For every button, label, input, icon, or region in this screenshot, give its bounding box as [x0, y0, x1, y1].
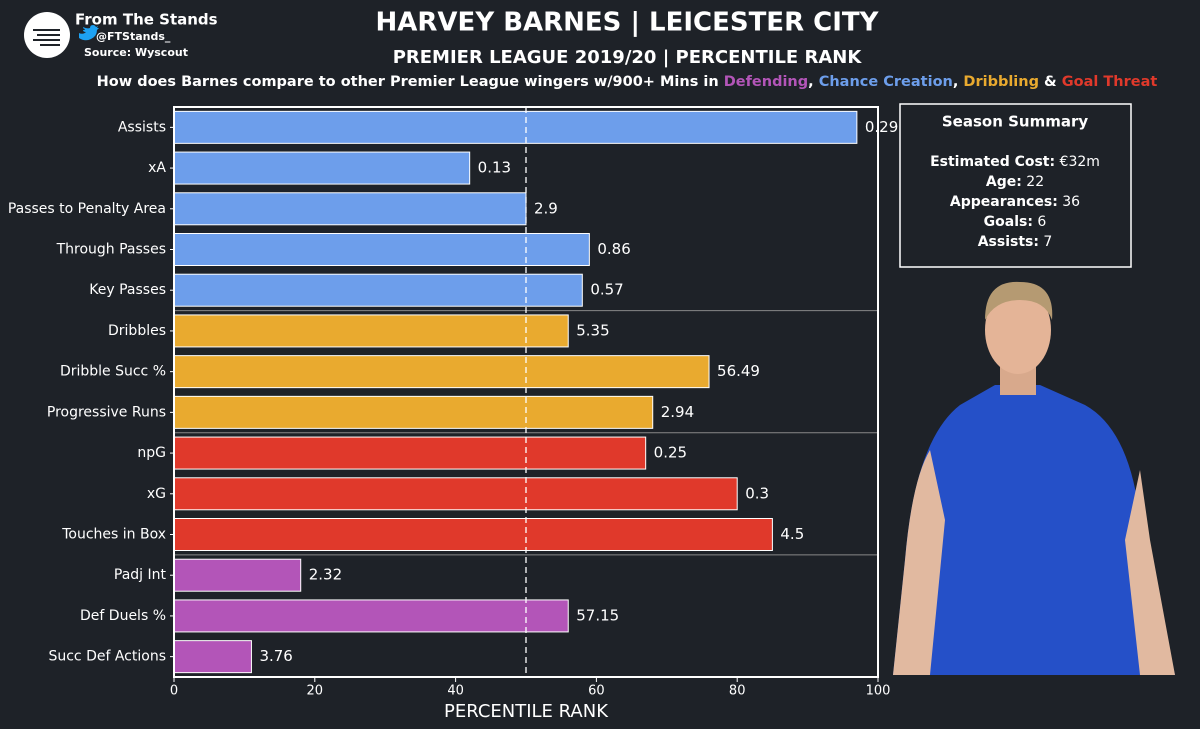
- summary-value: 6: [1033, 214, 1046, 230]
- bar: [173, 314, 569, 348]
- bar-chart: 0 20 40 60 80 100 PERCENTILE RANK Assists 0.29 xA…: [8, 106, 898, 722]
- summary-box: [899, 103, 1132, 268]
- data-label: 4.5: [780, 525, 804, 543]
- data-label: 0.57: [590, 281, 623, 299]
- chart-title: HARVEY BARNES | LEICESTER CITY: [376, 8, 880, 38]
- y-tick-label: Assists: [118, 119, 166, 135]
- summary-title: Season Summary: [942, 113, 1088, 131]
- summary-value: 7: [1039, 234, 1052, 250]
- summary-item: Age: 22: [986, 174, 1044, 190]
- legend-line: How does Barnes compare to other Premier…: [97, 74, 1158, 90]
- bar: [173, 151, 471, 185]
- bar: [173, 518, 773, 551]
- summary-value: €32m: [1055, 154, 1100, 170]
- summary-label: Age:: [986, 174, 1022, 190]
- logo: [24, 12, 70, 58]
- data-label: 0.25: [654, 444, 687, 462]
- data-label: 2.9: [534, 199, 558, 217]
- data-label: 0.29: [865, 118, 898, 136]
- summary-label: Estimated Cost:: [930, 154, 1055, 170]
- summary-label: Appearances:: [950, 194, 1058, 210]
- bar: [173, 273, 583, 307]
- x-tick-label: 80: [729, 684, 746, 699]
- y-tick-label: Padj Int: [114, 567, 167, 583]
- x-tick-label: 100: [866, 684, 891, 699]
- plot-frame: [173, 106, 879, 678]
- data-label: 2.94: [661, 403, 694, 421]
- x-tick-label: 60: [588, 684, 605, 699]
- legend-part: Defending: [724, 74, 808, 90]
- x-axis-label: PERCENTILE RANK: [444, 701, 609, 722]
- y-tick-label: Key Passes: [89, 282, 166, 298]
- legend-part: How does Barnes compare to other Premier…: [97, 74, 724, 90]
- data-label: 5.35: [576, 321, 609, 339]
- bar: [173, 233, 590, 266]
- y-tick-label: Dribble Succ %: [60, 364, 166, 380]
- brand: From The Stands: [75, 11, 218, 29]
- data-label: 56.49: [717, 362, 760, 380]
- source: Source: Wyscout: [84, 46, 188, 59]
- summary-items: Estimated Cost: €32m Age: 22 Appearances: …: [930, 154, 1100, 250]
- summary-item: Appearances: 36: [950, 194, 1080, 210]
- y-tick-label: xA: [148, 160, 166, 176]
- bar: [173, 395, 654, 429]
- x-tick-label: 20: [307, 684, 324, 699]
- handle: @FTStands_: [96, 30, 171, 43]
- summary-value: 36: [1058, 194, 1080, 210]
- twitter-icon: [79, 25, 99, 41]
- summary-label: Goals:: [984, 214, 1033, 230]
- y-tick-label: Through Passes: [56, 242, 166, 258]
- player-photo: [893, 281, 1175, 675]
- chart-subtitle: PREMIER LEAGUE 2019/20 | PERCENTILE RANK: [393, 47, 863, 68]
- legend-part: Goal Threat: [1062, 74, 1158, 90]
- y-tick-label: Def Duels %: [80, 608, 166, 624]
- x-tick-label: 0: [170, 684, 178, 699]
- legend-part: Chance Creation: [819, 74, 953, 90]
- y-tick-label: Dribbles: [108, 323, 166, 339]
- data-label: 0.86: [597, 240, 630, 258]
- summary-item: Goals: 6: [984, 214, 1047, 230]
- y-tick-label: Passes to Penalty Area: [8, 201, 166, 217]
- y-tick-label: Touches in Box: [61, 527, 166, 543]
- bar: [173, 477, 738, 511]
- summary-label: Assists:: [978, 234, 1039, 250]
- summary-item: Estimated Cost: €32m: [930, 154, 1100, 170]
- bar: [173, 599, 569, 633]
- y-tick-label: xG: [147, 486, 166, 502]
- bar: [173, 192, 527, 226]
- legend-part: ,: [808, 74, 819, 90]
- bar: [173, 110, 858, 144]
- summary-item: Assists: 7: [978, 234, 1053, 250]
- bar: [173, 436, 647, 470]
- data-label: 0.3: [745, 484, 769, 502]
- data-label: 3.76: [259, 647, 292, 665]
- legend-part: Dribbling: [963, 74, 1039, 90]
- bar: [173, 558, 302, 592]
- legend-part: ,: [953, 74, 964, 90]
- y-tick-label: npG: [137, 445, 166, 461]
- y-tick-label: Progressive Runs: [47, 404, 166, 420]
- x-tick-label: 40: [447, 684, 464, 699]
- data-label: 0.13: [478, 159, 511, 177]
- summary-value: 22: [1022, 174, 1044, 190]
- bar: [173, 640, 252, 674]
- bar: [173, 355, 710, 389]
- y-tick-label: Succ Def Actions: [48, 649, 166, 665]
- data-label: 2.32: [309, 566, 342, 584]
- data-label: 57.15: [576, 606, 619, 624]
- legend-part: &: [1039, 74, 1062, 90]
